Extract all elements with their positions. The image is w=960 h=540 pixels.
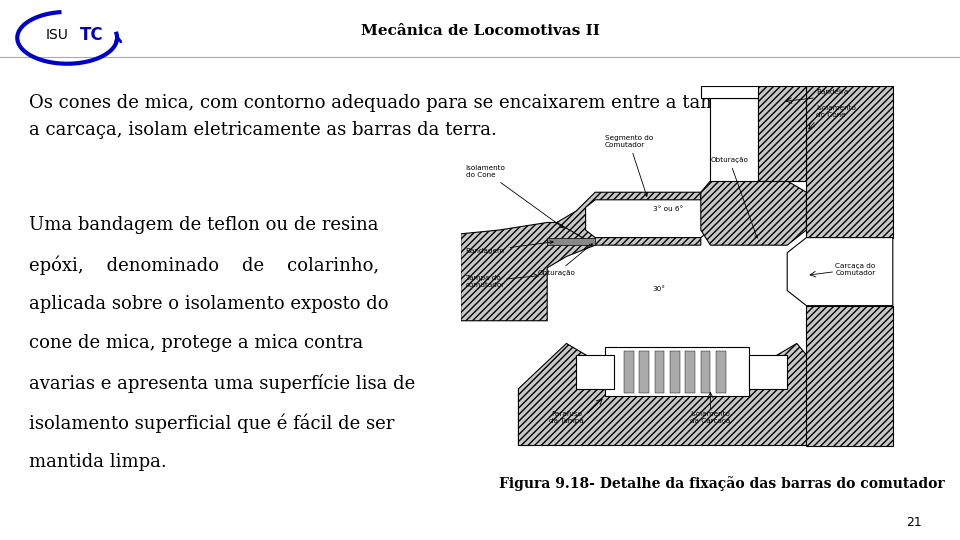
Text: Uma bandagem de teflon ou de resina: Uma bandagem de teflon ou de resina bbox=[29, 216, 378, 234]
Bar bbox=[639, 351, 649, 393]
Text: Isolamento
do Cone: Isolamento do Cone bbox=[466, 165, 564, 228]
Polygon shape bbox=[586, 200, 710, 238]
Text: 3° ou 6°: 3° ou 6° bbox=[653, 206, 684, 212]
Text: epóxi,    denominado    de    colarinho,: epóxi, denominado de colarinho, bbox=[29, 255, 379, 275]
Text: Segmento do
Comutador: Segmento do Comutador bbox=[605, 135, 653, 196]
Text: Isolamento
da Carcaça: Isolamento da Carcaça bbox=[690, 411, 731, 424]
Text: 21: 21 bbox=[906, 516, 922, 529]
Text: Figura 9.18- Detalhe da fixação das barras do comutador: Figura 9.18- Detalhe da fixação das barr… bbox=[499, 476, 945, 491]
Text: Obturação: Obturação bbox=[710, 157, 757, 238]
Bar bbox=[701, 351, 710, 393]
Text: 30°: 30° bbox=[653, 286, 666, 292]
Polygon shape bbox=[557, 192, 701, 245]
Text: aplicada sobre o isolamento exposto do: aplicada sobre o isolamento exposto do bbox=[29, 295, 388, 313]
Text: Parafuso
da Tampa: Parafuso da Tampa bbox=[549, 411, 584, 424]
Text: Bandeira: Bandeira bbox=[816, 89, 849, 95]
Bar bbox=[655, 351, 664, 393]
Polygon shape bbox=[787, 238, 893, 306]
Polygon shape bbox=[547, 238, 595, 245]
Text: Carcaça do
Comutador: Carcaça do Comutador bbox=[835, 264, 876, 276]
Bar bbox=[624, 351, 634, 393]
Bar bbox=[685, 351, 695, 393]
Bar bbox=[701, 86, 768, 98]
Text: Isolamento
do Cone: Isolamento do Cone bbox=[816, 105, 856, 118]
Polygon shape bbox=[758, 86, 806, 181]
Text: cone de mica, protege a mica contra: cone de mica, protege a mica contra bbox=[29, 334, 363, 352]
Text: Mecânica de Locomotivas II: Mecânica de Locomotivas II bbox=[361, 24, 599, 38]
Text: mantida limpa.: mantida limpa. bbox=[29, 453, 166, 470]
Text: avarias e apresenta uma superfície lisa de: avarias e apresenta uma superfície lisa … bbox=[29, 374, 415, 393]
Text: isolamento superficial que é fácil de ser: isolamento superficial que é fácil de se… bbox=[29, 413, 395, 433]
Bar bbox=[670, 351, 680, 393]
Text: Tampa do
comutador: Tampa do comutador bbox=[466, 275, 505, 288]
Polygon shape bbox=[806, 306, 893, 446]
Bar bbox=[710, 98, 758, 181]
Polygon shape bbox=[806, 86, 893, 238]
Bar bbox=[576, 355, 614, 389]
Text: TC: TC bbox=[81, 25, 104, 44]
Polygon shape bbox=[518, 343, 835, 446]
Text: Bandagem: Bandagem bbox=[466, 241, 553, 254]
Text: Obturação: Obturação bbox=[538, 244, 592, 276]
Text: Os cones de mica, com contorno adequado para se encaixarem entre a tampa e
a car: Os cones de mica, com contorno adequado … bbox=[29, 94, 756, 139]
Bar bbox=[605, 347, 749, 396]
Bar bbox=[716, 351, 726, 393]
Polygon shape bbox=[701, 181, 806, 245]
Polygon shape bbox=[461, 222, 595, 321]
Text: ISU: ISU bbox=[46, 28, 69, 42]
Bar bbox=[749, 355, 787, 389]
